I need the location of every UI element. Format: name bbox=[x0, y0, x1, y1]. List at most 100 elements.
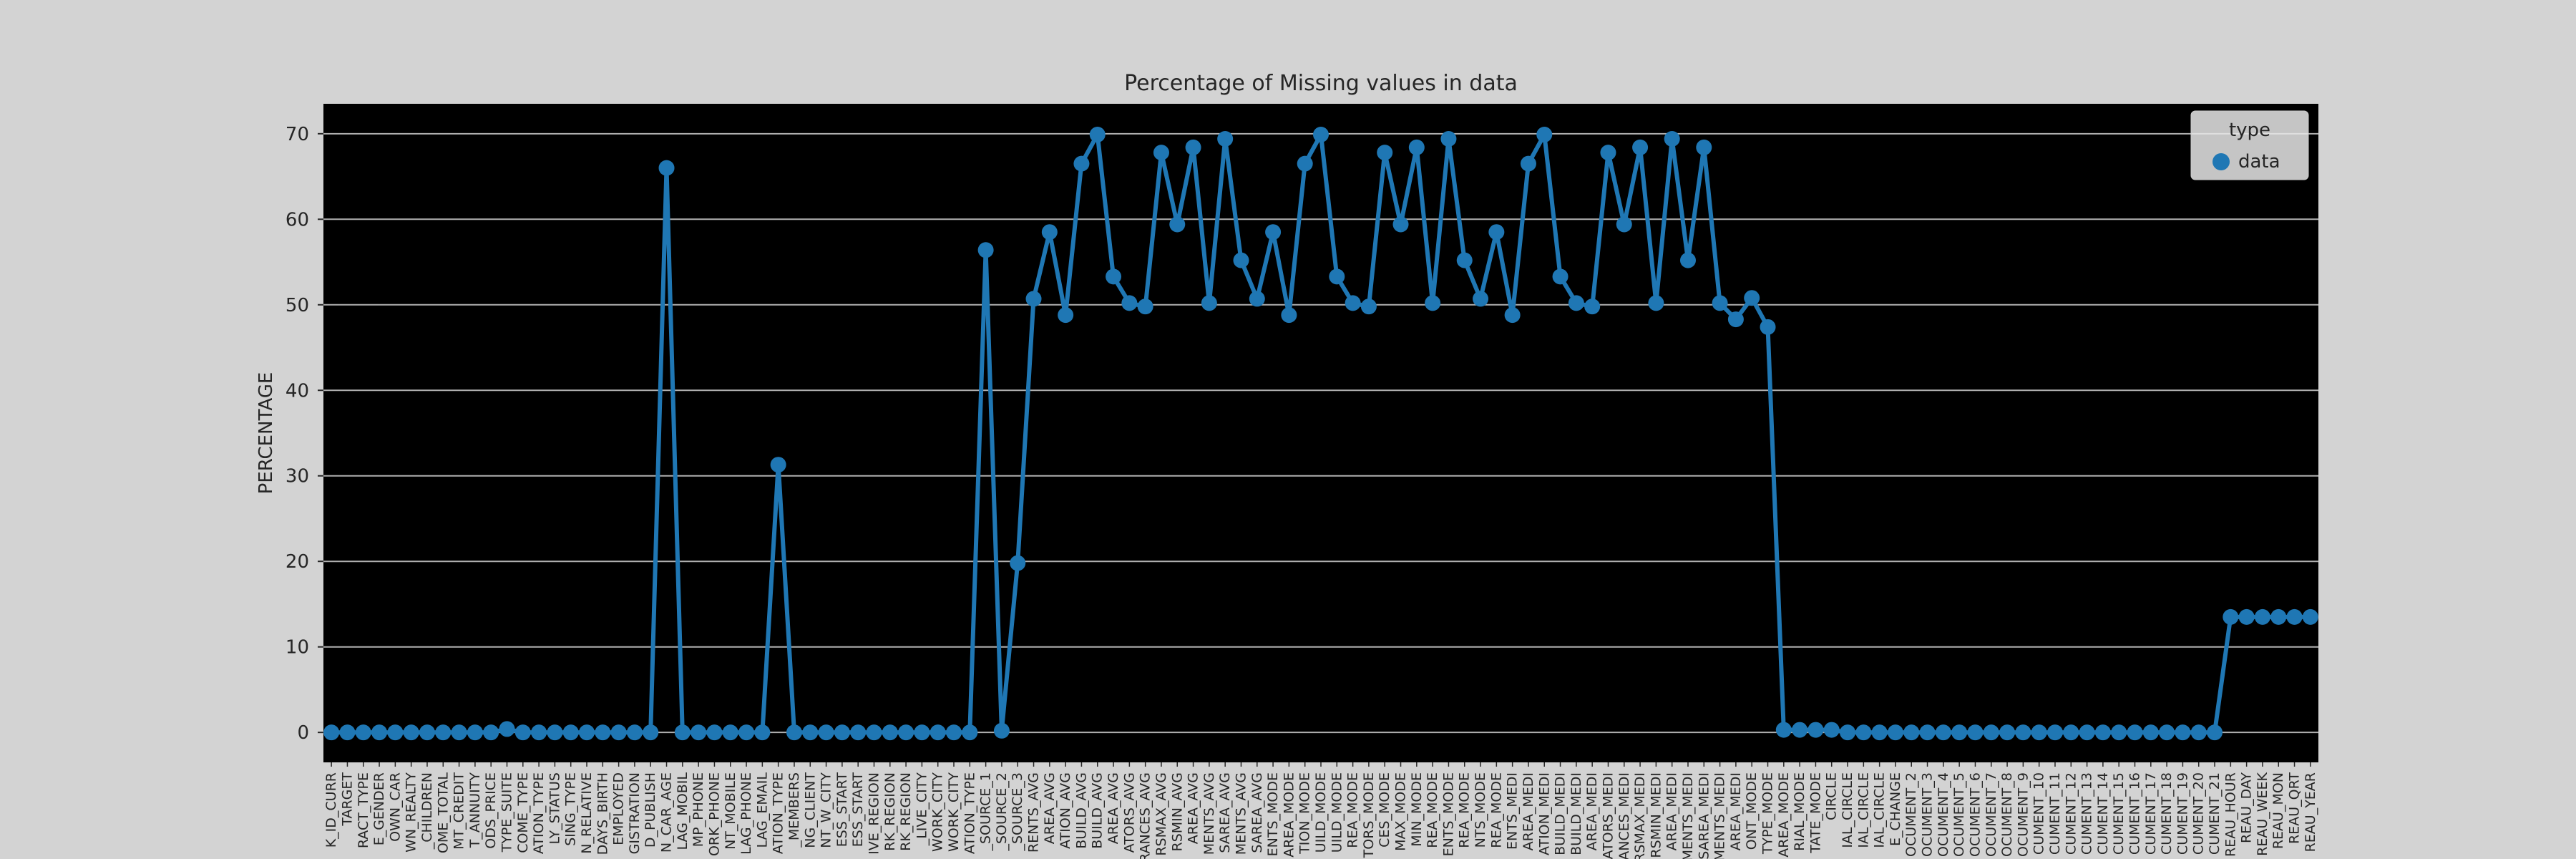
data-point bbox=[1345, 295, 1361, 311]
data-point bbox=[643, 724, 659, 741]
data-point bbox=[403, 724, 419, 741]
data-point bbox=[1600, 145, 1616, 161]
data-point bbox=[1185, 139, 1201, 155]
x-tick-label: SAREA_AVG bbox=[1249, 772, 1265, 853]
data-point bbox=[2111, 724, 2127, 741]
x-tick-label: OCUMENT_7 bbox=[1984, 772, 1999, 857]
data-point bbox=[850, 724, 867, 741]
x-tick-label: ENTS_MEDI bbox=[1505, 772, 1521, 850]
x-tick-label: LAG_MOBIL bbox=[675, 772, 691, 850]
x-tick-label: K_ID_CURR bbox=[323, 772, 339, 848]
x-tick-label: _SOURCE_1 bbox=[978, 772, 994, 852]
x-tick-label: AREA_MODE bbox=[1776, 772, 1792, 858]
series-data bbox=[323, 127, 2318, 741]
x-tick-label: RIAL_MODE bbox=[1792, 772, 1807, 851]
x-tick-label: ATION_TYPE bbox=[962, 772, 977, 854]
data-point bbox=[706, 724, 723, 741]
x-tick-label: BUILD_AVG bbox=[1073, 772, 1089, 849]
y-axis: 0 10 20 30 40 50 60 70 bbox=[286, 124, 323, 744]
x-tick-label: WORK_CITY bbox=[946, 772, 962, 852]
data-point bbox=[1967, 724, 1984, 741]
x-tick-label: OCUMENT_3 bbox=[1920, 772, 1936, 857]
data-point bbox=[1983, 724, 1999, 741]
data-point bbox=[2270, 608, 2287, 625]
data-point bbox=[1313, 127, 1329, 143]
data-point bbox=[1696, 139, 1712, 155]
x-tick-label: ENTS_MODE bbox=[1440, 772, 1456, 856]
data-point bbox=[1840, 724, 1856, 741]
x-tick-label: EMPLOYED bbox=[611, 772, 627, 845]
data-point bbox=[786, 724, 802, 741]
x-tick-label: BUILD_MEDI bbox=[1553, 772, 1568, 855]
x-tick-label: OCUMENT_2 bbox=[1903, 772, 1919, 857]
data-point bbox=[658, 160, 675, 176]
x-tick-label: OCUMENT_5 bbox=[1951, 772, 1967, 857]
x-tick-label: AREA_AVG bbox=[1106, 772, 1121, 844]
data-point bbox=[451, 724, 467, 741]
x-tick-label: CUMENT_10 bbox=[2031, 772, 2047, 855]
x-tick-label: AREA_MEDI bbox=[1728, 772, 1744, 850]
data-point bbox=[946, 724, 962, 741]
legend-title: type bbox=[2229, 120, 2270, 141]
legend-label-data: data bbox=[2238, 151, 2280, 173]
data-point bbox=[1536, 127, 1553, 143]
x-tick-label: OME_TOTAL bbox=[435, 772, 451, 854]
data-point bbox=[898, 724, 914, 741]
data-point bbox=[2302, 608, 2318, 625]
data-point bbox=[1121, 295, 1138, 311]
data-point bbox=[1058, 307, 1074, 324]
x-tick-label: RK_REGION bbox=[898, 772, 914, 851]
x-axis: K_ID_CURR TARGET RACT_TYPE E_GENDER OWN_CAR W… bbox=[323, 762, 2318, 859]
x-tick-label: CIRCLE bbox=[1824, 772, 1840, 820]
x-tick-label: _SOURCE_3 bbox=[1010, 772, 1025, 852]
x-tick-label: MENTS_AVG bbox=[1201, 772, 1217, 855]
y-tick-label: 40 bbox=[286, 380, 309, 402]
x-tick-label: RANCES_AVG bbox=[1138, 772, 1153, 859]
x-tick-label: AREA_AVG bbox=[1042, 772, 1058, 844]
x-tick-label: CUMENT_16 bbox=[2127, 772, 2143, 855]
data-point bbox=[1217, 130, 1234, 147]
data-point bbox=[1169, 216, 1186, 233]
data-point bbox=[371, 724, 388, 741]
data-point bbox=[722, 724, 738, 741]
data-point bbox=[626, 724, 643, 741]
x-tick-label: ATION_TYPE bbox=[771, 772, 786, 854]
data-point bbox=[1440, 130, 1457, 147]
data-point bbox=[738, 724, 755, 741]
data-point bbox=[1408, 139, 1425, 155]
data-point bbox=[930, 724, 946, 741]
data-point bbox=[1871, 724, 1888, 741]
data-point bbox=[1616, 216, 1632, 233]
y-axis-label: PERCENTAGE bbox=[255, 372, 277, 495]
x-tick-label: ATION_TYPE bbox=[531, 772, 547, 854]
x-tick-label: AREA_MEDI bbox=[1584, 772, 1600, 850]
x-tick-label: ANCES_MEDI bbox=[1616, 772, 1632, 859]
x-tick-label: MENTS_MEDI bbox=[1712, 772, 1728, 859]
data-point bbox=[2159, 724, 2175, 741]
x-tick-label: CUMENT_20 bbox=[2191, 772, 2207, 855]
x-tick-label: GISTRATION bbox=[627, 772, 643, 854]
data-point bbox=[802, 724, 819, 741]
data-point bbox=[1823, 722, 1840, 738]
y-tick-label: 30 bbox=[286, 466, 309, 487]
data-point bbox=[1632, 139, 1649, 155]
x-tick-label: MT_CREDIT bbox=[452, 772, 467, 850]
data-point bbox=[674, 724, 691, 741]
x-tick-label: WN_REALTY bbox=[404, 772, 419, 853]
x-tick-label: N_RELATIVE bbox=[579, 772, 595, 854]
data-point bbox=[1887, 724, 1903, 741]
y-tick-label: 60 bbox=[286, 209, 309, 230]
x-tick-label: CUMENT_13 bbox=[2079, 772, 2095, 855]
y-tick-label: 50 bbox=[286, 295, 309, 316]
data-point bbox=[595, 724, 611, 741]
x-tick-label: ATORS_AVG bbox=[1121, 772, 1137, 853]
data-point bbox=[2063, 724, 2079, 741]
x-tick-label: LAG_EMAIL bbox=[754, 772, 770, 848]
x-tick-label: CUMENT_17 bbox=[2143, 772, 2159, 855]
data-point bbox=[610, 724, 627, 741]
x-tick-label: NT_MOBILE bbox=[723, 772, 738, 850]
x-tick-label: IAL_CIRCLE bbox=[1840, 772, 1855, 848]
data-point bbox=[1760, 319, 1776, 335]
x-tick-label: CUMENT_19 bbox=[2175, 772, 2190, 855]
data-point bbox=[834, 724, 850, 741]
